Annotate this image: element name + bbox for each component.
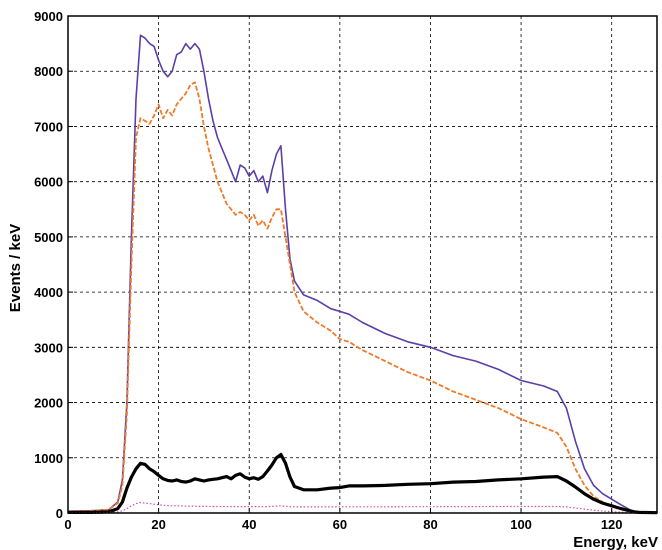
y-tick-label: 0 — [56, 506, 63, 521]
series-line-2 — [67, 81, 658, 514]
x-tick-label: 100 — [510, 517, 532, 532]
x-tick-label: 40 — [242, 517, 256, 532]
x-tick-label: 60 — [333, 517, 347, 532]
x-tick-label: 120 — [601, 517, 623, 532]
y-tick-label: 6000 — [34, 175, 63, 190]
x-tick-label: 20 — [151, 517, 165, 532]
series-line-4 — [68, 501, 658, 514]
x-axis-ticks: 0 20 40 60 80 100 120 — [64, 508, 623, 532]
y-tick-label: 3000 — [34, 340, 63, 355]
x-axis-label: Energy, keV — [573, 534, 658, 550]
x-tick-label: 80 — [423, 517, 437, 532]
series-line-1 — [67, 34, 658, 514]
x-tick-label: 0 — [64, 517, 71, 532]
y-tick-label: 8000 — [34, 64, 63, 79]
y-tick-label: 9000 — [34, 9, 63, 24]
y-tick-label: 1000 — [34, 451, 63, 466]
y-tick-label: 4000 — [34, 285, 63, 300]
y-tick-label: 5000 — [34, 230, 63, 245]
grid-lines — [68, 16, 657, 513]
y-axis-label: Events / keV — [7, 224, 24, 312]
series-lines — [67, 34, 658, 515]
y-axis-ticks: 0 1000 2000 3000 4000 5000 6000 7000 8000 9000 — [34, 9, 73, 521]
plot-frame — [67, 15, 658, 514]
series-line-3 — [68, 452, 658, 515]
y-tick-label: 7000 — [34, 119, 63, 134]
y-tick-label: 2000 — [34, 396, 63, 411]
